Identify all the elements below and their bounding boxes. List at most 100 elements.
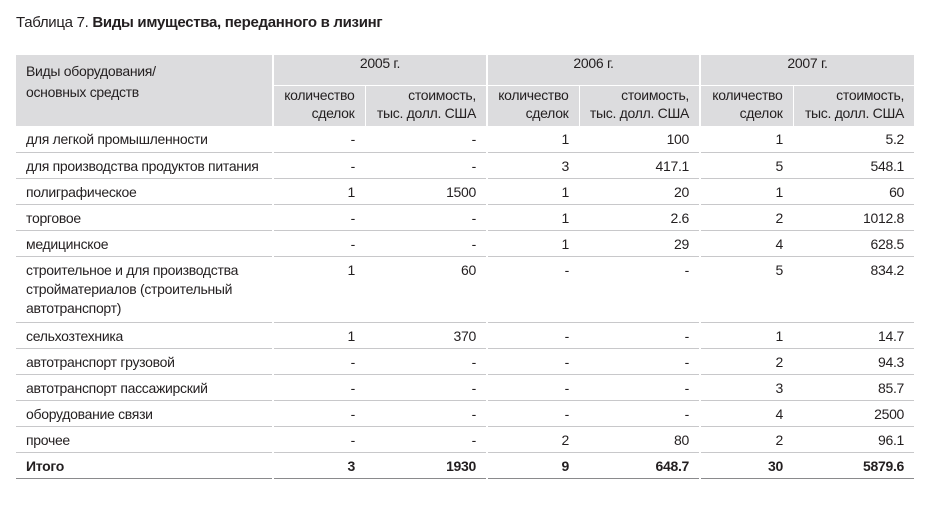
row-category: сельхозтехника	[16, 322, 273, 349]
deal-count-cell: -	[272, 152, 365, 179]
value-cell: 14.7	[793, 322, 915, 349]
value-cell: 60	[365, 256, 488, 323]
total-row: Итого 3 1930 9 648.7 30 5879.6	[16, 452, 915, 479]
table-row: полиграфическое 1 1500 1 20 1 60	[16, 178, 915, 205]
row-category-line: прочее	[26, 431, 70, 448]
deal-count-cell: -	[272, 348, 365, 375]
deal-count-cell: -	[486, 400, 580, 427]
count-header: количество сделок	[486, 85, 580, 126]
value-cell: 1012.8	[793, 204, 915, 231]
leasing-property-table: Виды оборудования/ основных средств 2005…	[16, 55, 915, 479]
value-cell: -	[365, 152, 488, 179]
table-caption: Таблица 7. Виды имущества, переданного в…	[16, 14, 383, 31]
deal-count-cell: 1	[486, 126, 580, 153]
table-row: прочее - -2 80 2 96.1	[16, 426, 915, 453]
value-cell: 5879.6	[793, 452, 915, 479]
deal-count-cell: 1	[699, 322, 794, 349]
count-header: количество сделок	[699, 85, 794, 126]
deal-count-cell: -	[272, 426, 365, 453]
value-cell: -	[365, 204, 488, 231]
deal-count-cell: 4	[699, 230, 794, 257]
value-cell: 96.1	[793, 426, 915, 453]
deal-count-cell: -	[272, 204, 365, 231]
deal-count-cell: -	[486, 348, 580, 375]
deal-count-cell: 5	[699, 256, 794, 323]
value-cell: 29	[579, 230, 701, 257]
row-category: для производства продуктов питания	[16, 152, 273, 179]
table-row: медицинское - -1 29 4 628.5	[16, 230, 915, 257]
deal-count-cell: 1	[272, 322, 365, 349]
value-cell: 20	[579, 178, 701, 205]
category-header-line2: основных средств	[26, 84, 139, 100]
row-category-line: для производства продуктов питания	[26, 157, 259, 174]
row-category-line: автотранспорт пассажирский	[26, 379, 208, 396]
value-cell: -	[365, 348, 488, 375]
value-cell: 94.3	[793, 348, 915, 375]
row-category: медицинское	[16, 230, 273, 257]
table-row: оборудование связи - - - -4 2500	[16, 400, 915, 427]
deal-count-cell: 1	[272, 178, 365, 205]
value-cell: 5.2	[793, 126, 915, 153]
table-number: Таблица 7.	[16, 14, 89, 31]
table-row: строительное и для производства строймате…	[16, 256, 915, 323]
value-cell: 2.6	[579, 204, 701, 231]
value-cell: 1930	[365, 452, 488, 479]
value-cell: -	[579, 256, 701, 323]
value-cell: -	[365, 374, 488, 401]
deal-count-cell: 9	[486, 452, 580, 479]
value-cell: 2500	[793, 400, 915, 427]
category-header: Виды оборудования/ основных средств	[16, 55, 273, 126]
row-category: автотранспорт пассажирский	[16, 374, 273, 401]
table-row: сельхозтехника 1 370- -1 14.7	[16, 322, 915, 349]
value-cell: 548.1	[793, 152, 915, 179]
table-title: Виды имущества, переданного в лизинг	[92, 14, 383, 31]
row-category: прочее	[16, 426, 273, 453]
value-header: стоимость, тыс. долл. США	[578, 85, 701, 126]
value-cell: 100	[579, 126, 701, 153]
deal-count-cell: -	[272, 400, 365, 427]
count-header: количество сделок	[272, 85, 365, 126]
value-header: стоимость, тыс. долл. США	[364, 85, 488, 126]
value-cell: 834.2	[793, 256, 915, 323]
deal-count-cell: -	[272, 126, 365, 153]
deal-count-cell: 1	[486, 230, 580, 257]
value-cell: 80	[579, 426, 701, 453]
table-row: для легкой промышленности - -1 100 1 5.2	[16, 126, 915, 153]
deal-count-cell: 5	[699, 152, 794, 179]
category-header-line1: Виды оборудования/	[26, 63, 156, 79]
row-category: строительное и для производства строймате…	[16, 256, 273, 323]
row-category: оборудование связи	[16, 400, 273, 427]
deal-count-cell: 3	[486, 152, 580, 179]
table-row: торговое - -1 2.6 2 1012.8	[16, 204, 915, 231]
deal-count-cell: 3	[699, 374, 794, 401]
deal-count-cell: 3	[272, 452, 365, 479]
table-body: для легкой промышленности - -1 100 1 5.2 для п…	[16, 126, 915, 479]
year-header-2005: 2005 г.	[271, 55, 488, 86]
row-category: Итого	[16, 452, 273, 479]
row-category-line: автотранспорт грузовой	[26, 353, 175, 370]
value-cell: 370	[365, 322, 488, 349]
value-cell: -	[579, 322, 701, 349]
row-category-line: стройматериалов (строительный	[26, 280, 233, 297]
deal-count-cell: -	[272, 374, 365, 401]
row-category-line: автотранспорт)	[26, 299, 122, 316]
deal-count-cell: 1	[699, 178, 794, 205]
row-category: автотранспорт грузовой	[16, 348, 273, 375]
value-cell: 1500	[365, 178, 488, 205]
row-category-line: медицинское	[26, 235, 109, 252]
row-category: торговое	[16, 204, 273, 231]
table-row: автотранспорт грузовой - - - -2 94.3	[16, 348, 915, 375]
year-header-2006: 2006 г.	[486, 55, 701, 86]
deal-count-cell: -	[486, 374, 580, 401]
value-cell: 628.5	[793, 230, 915, 257]
value-cell: 417.1	[579, 152, 701, 179]
year-header-2007: 2007 г.	[699, 55, 915, 86]
deal-count-cell: -	[486, 256, 580, 323]
row-category-line: для легкой промышленности	[26, 131, 208, 147]
row-category-line: полиграфическое	[26, 183, 137, 200]
value-cell: -	[365, 426, 488, 453]
value-cell: -	[579, 348, 701, 375]
row-category: для легкой промышленности	[16, 126, 273, 153]
value-cell: 648.7	[579, 452, 701, 479]
value-cell: -	[365, 400, 488, 427]
